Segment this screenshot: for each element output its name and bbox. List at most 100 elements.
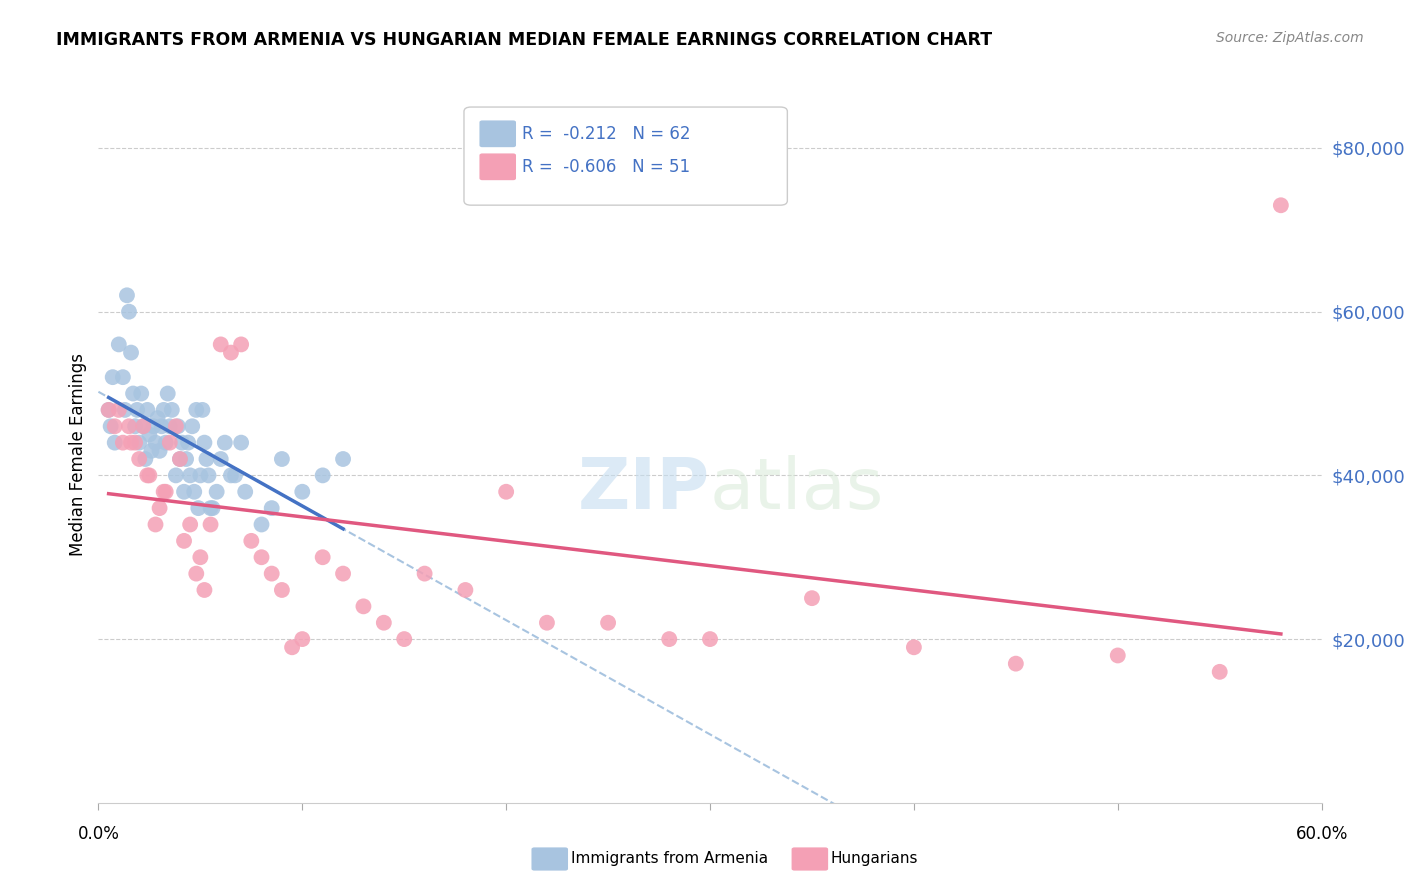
- Point: [1270, 198, 1292, 212]
- Point: [100, 419, 122, 434]
- Point: [108, 403, 131, 417]
- Point: [149, 443, 172, 458]
- Point: [177, 435, 200, 450]
- Point: [373, 615, 395, 630]
- Point: [240, 533, 263, 548]
- Point: [312, 468, 335, 483]
- Point: [197, 468, 219, 483]
- Point: [219, 345, 242, 359]
- Point: [495, 484, 517, 499]
- Point: [127, 403, 149, 417]
- Point: [209, 452, 232, 467]
- Point: [167, 419, 190, 434]
- Point: [454, 582, 477, 597]
- Point: [214, 435, 236, 450]
- Point: [260, 566, 283, 581]
- Point: [1004, 657, 1026, 671]
- Text: 0.0%: 0.0%: [77, 825, 120, 843]
- Point: [173, 484, 195, 499]
- Point: [159, 419, 181, 434]
- Point: [332, 566, 354, 581]
- Point: [132, 419, 155, 434]
- Point: [186, 403, 208, 417]
- Point: [169, 452, 191, 467]
- Point: [231, 337, 253, 351]
- Point: [124, 419, 146, 434]
- Point: [118, 304, 141, 318]
- Text: Source: ZipAtlas.com: Source: ZipAtlas.com: [1216, 31, 1364, 45]
- Point: [332, 452, 354, 467]
- Point: [250, 517, 273, 532]
- Point: [165, 419, 187, 434]
- Point: [224, 468, 246, 483]
- Point: [392, 632, 416, 646]
- Text: R =  -0.606   N = 51: R = -0.606 N = 51: [522, 158, 690, 176]
- Point: [598, 615, 620, 630]
- Point: [1107, 648, 1129, 663]
- Point: [201, 501, 224, 516]
- Point: [111, 435, 134, 450]
- Point: [124, 435, 146, 450]
- Point: [120, 345, 142, 359]
- Point: [149, 501, 172, 516]
- Point: [120, 435, 142, 450]
- Point: [97, 403, 120, 417]
- Point: [97, 403, 120, 417]
- Point: [191, 403, 214, 417]
- Point: [312, 550, 335, 565]
- Text: Immigrants from Armenia: Immigrants from Armenia: [571, 851, 768, 865]
- Text: R =  -0.212   N = 62: R = -0.212 N = 62: [522, 125, 690, 143]
- Point: [291, 632, 314, 646]
- Point: [281, 640, 304, 655]
- Point: [138, 468, 160, 483]
- Point: [209, 337, 232, 351]
- Point: [114, 403, 136, 417]
- Point: [231, 435, 253, 450]
- Point: [128, 452, 150, 467]
- Text: IMMIGRANTS FROM ARMENIA VS HUNGARIAN MEDIAN FEMALE EARNINGS CORRELATION CHART: IMMIGRANTS FROM ARMENIA VS HUNGARIAN MED…: [56, 31, 993, 49]
- Point: [141, 443, 163, 458]
- Point: [111, 370, 134, 384]
- Text: ZIP: ZIP: [578, 455, 710, 524]
- Point: [159, 435, 181, 450]
- Point: [183, 484, 205, 499]
- Text: atlas: atlas: [710, 455, 884, 524]
- Point: [165, 468, 187, 483]
- Point: [156, 386, 179, 401]
- Point: [146, 411, 169, 425]
- Point: [101, 370, 124, 384]
- Point: [536, 615, 558, 630]
- Point: [152, 484, 174, 499]
- Point: [699, 632, 721, 646]
- Point: [200, 501, 222, 516]
- Point: [219, 468, 242, 483]
- Point: [122, 386, 145, 401]
- Point: [1209, 665, 1232, 679]
- Point: [903, 640, 925, 655]
- Point: [169, 452, 191, 467]
- Point: [200, 517, 222, 532]
- Point: [181, 419, 204, 434]
- Point: [142, 419, 165, 434]
- Point: [132, 419, 155, 434]
- Point: [270, 452, 294, 467]
- Point: [118, 419, 141, 434]
- Point: [108, 337, 131, 351]
- Point: [104, 419, 127, 434]
- Point: [152, 403, 174, 417]
- Point: [186, 566, 208, 581]
- Point: [104, 435, 127, 450]
- Point: [150, 419, 173, 434]
- Point: [155, 435, 177, 450]
- Point: [179, 468, 201, 483]
- Point: [179, 517, 201, 532]
- Point: [170, 435, 193, 450]
- Text: 60.0%: 60.0%: [1295, 825, 1348, 843]
- Point: [136, 468, 159, 483]
- Point: [129, 386, 152, 401]
- Text: Hungarians: Hungarians: [831, 851, 918, 865]
- Point: [188, 550, 212, 565]
- Point: [145, 435, 167, 450]
- Point: [205, 484, 228, 499]
- Point: [155, 484, 177, 499]
